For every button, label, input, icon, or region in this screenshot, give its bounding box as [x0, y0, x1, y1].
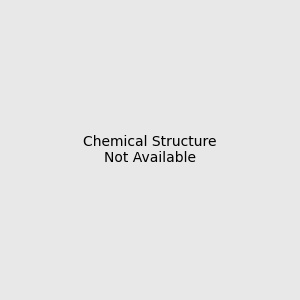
Text: Chemical Structure
Not Available: Chemical Structure Not Available: [83, 135, 217, 165]
